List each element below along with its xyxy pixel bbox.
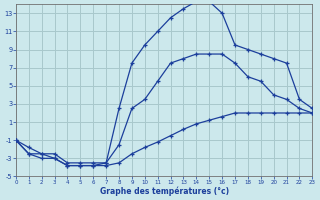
X-axis label: Graphe des températures (°c): Graphe des températures (°c) <box>100 186 229 196</box>
